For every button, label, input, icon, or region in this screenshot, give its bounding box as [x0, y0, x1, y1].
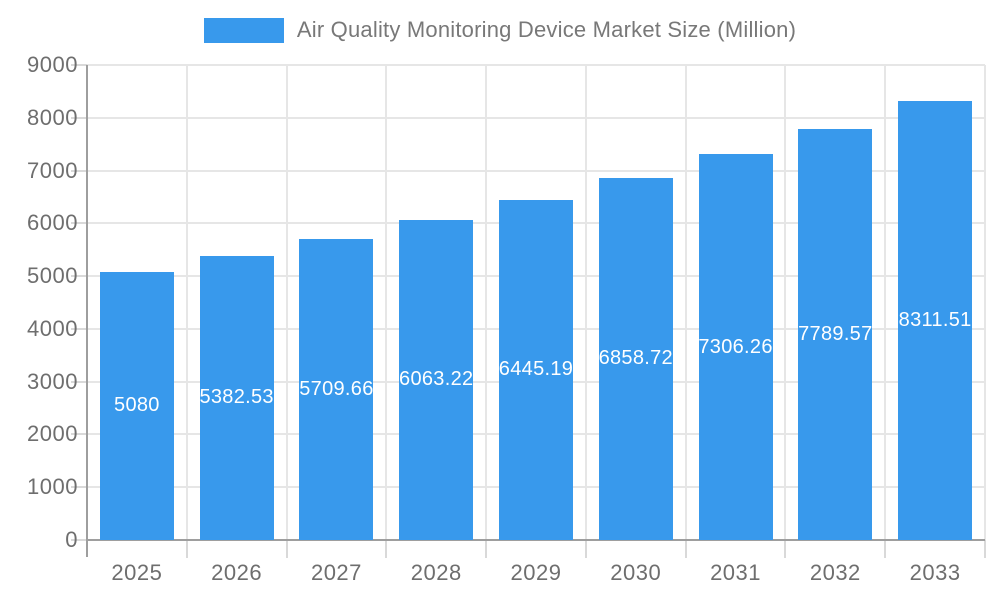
- y-axis-label: 3000: [27, 368, 78, 394]
- y-axis-tick: [71, 169, 87, 172]
- bar-2030[interactable]: 6858.72: [598, 178, 673, 540]
- bar-2033[interactable]: 8311.51: [898, 101, 973, 540]
- x-axis-tick: [784, 540, 787, 558]
- x-axis-label: 2030: [610, 560, 662, 585]
- bar-value-label: 5709.66: [299, 377, 374, 400]
- bar-value-label: 7306.26: [698, 335, 773, 358]
- bar-value-label: 8311.51: [898, 309, 972, 332]
- y-axis-tick: [71, 380, 87, 383]
- y-axis-tick: [71, 116, 87, 119]
- bar-2031[interactable]: 7306.26: [698, 154, 773, 540]
- bar-2025[interactable]: 5080: [99, 271, 174, 540]
- gridline-vertical: [984, 65, 986, 540]
- x-axis-tick: [884, 540, 887, 558]
- y-axis-label: 5000: [27, 263, 78, 289]
- bar-value-label: 6445.19: [499, 358, 573, 381]
- bar-value-label: 5382.53: [199, 386, 274, 409]
- y-axis-label: 9000: [27, 52, 78, 77]
- x-axis-tick: [984, 540, 986, 558]
- y-axis-label: 0: [65, 527, 78, 552]
- y-axis-label: 2000: [27, 421, 78, 447]
- gridline-horizontal: [87, 64, 985, 66]
- gridline-vertical: [584, 65, 587, 540]
- bar-2028[interactable]: 6063.22: [399, 219, 474, 540]
- bar-2026[interactable]: 5382.53: [199, 255, 274, 540]
- chart-legend[interactable]: Air Quality Monitoring Device Market Siz…: [0, 17, 1000, 43]
- y-axis-tick: [71, 539, 87, 541]
- legend-label: Air Quality Monitoring Device Market Siz…: [296, 17, 797, 42]
- x-axis-tick: [185, 540, 188, 558]
- gridline-vertical: [185, 65, 188, 540]
- y-axis-label: 6000: [27, 210, 78, 236]
- x-axis-tick: [385, 540, 388, 558]
- y-axis-tick: [71, 275, 87, 278]
- y-axis-tick: [71, 222, 87, 225]
- y-axis-label: 1000: [27, 474, 78, 500]
- y-axis-tick: [71, 64, 87, 66]
- x-axis-label: 2029: [510, 560, 562, 585]
- x-axis-label: 2033: [909, 560, 961, 585]
- x-axis-label: 2025: [111, 560, 163, 585]
- gridline-vertical: [285, 65, 288, 540]
- gridline-horizontal: [87, 116, 985, 119]
- bar-2027[interactable]: 5709.66: [299, 238, 374, 540]
- gridline-vertical: [884, 65, 887, 540]
- bar-2029[interactable]: 6445.19: [499, 199, 573, 540]
- x-axis-label: 2031: [710, 560, 762, 585]
- x-axis-label: 2032: [809, 560, 861, 585]
- y-axis-tick: [71, 327, 87, 330]
- gridline-vertical: [784, 65, 787, 540]
- x-axis-label: 2026: [211, 560, 263, 585]
- y-axis-label: 7000: [27, 157, 78, 183]
- y-axis-tick: [71, 486, 87, 489]
- x-axis-label: 2028: [410, 560, 462, 585]
- x-axis-tick: [285, 540, 288, 558]
- gridline-vertical: [385, 65, 388, 540]
- y-axis-tick: [71, 433, 87, 436]
- y-axis-label: 4000: [27, 315, 78, 341]
- gridline-vertical: [684, 65, 687, 540]
- y-axis-label: 8000: [27, 104, 78, 130]
- x-axis-label: 2027: [310, 560, 362, 585]
- bar-value-label: 6858.72: [598, 347, 673, 370]
- x-axis-tick: [584, 540, 587, 558]
- x-axis-line: [87, 539, 985, 541]
- bar-2032[interactable]: 7789.57: [798, 128, 873, 540]
- y-axis-line: [86, 65, 88, 557]
- bar-value-label: 7789.57: [798, 322, 873, 345]
- gridline-vertical: [485, 65, 488, 540]
- gridline-horizontal: [87, 169, 985, 172]
- x-axis-tick: [684, 540, 687, 558]
- bar-value-label: 6063.22: [399, 368, 474, 391]
- bar-value-label: 5080: [114, 394, 160, 417]
- legend-swatch: [203, 17, 284, 43]
- x-axis-tick: [485, 540, 488, 558]
